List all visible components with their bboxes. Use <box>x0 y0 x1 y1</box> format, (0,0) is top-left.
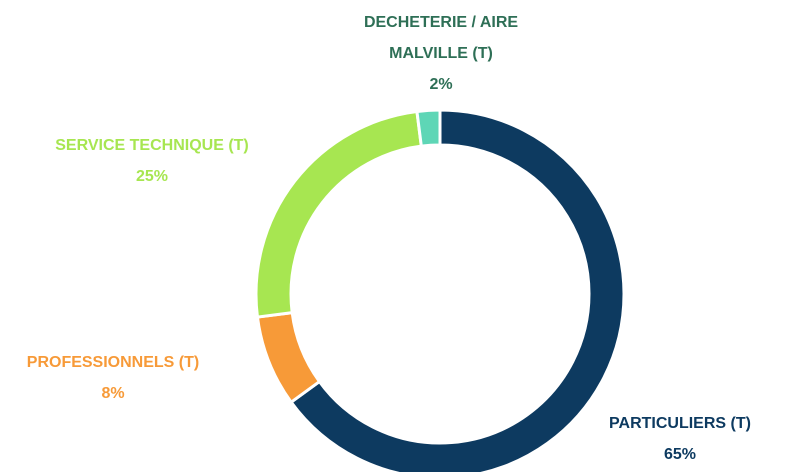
value-label: 65% <box>663 446 697 463</box>
value-label: 8% <box>101 385 125 402</box>
value-label: 2% <box>429 76 453 93</box>
category-name: PROFESSIONNELS (T) <box>26 354 200 371</box>
slice <box>415 108 442 148</box>
slice <box>255 310 322 405</box>
slice <box>289 108 626 472</box>
category-name: DECHETERIE / AIRE MALVILLE (T) <box>363 14 519 62</box>
slice-label: DECHETERIE / AIRE MALVILLE (T) 2% <box>331 7 551 100</box>
category-name: PARTICULIERS (T) <box>609 415 751 432</box>
slice-label: PROFESSIONNELS (T) 8% <box>3 347 223 409</box>
category-name: SERVICE TECHNIQUE (T) <box>55 137 249 154</box>
value-label: 25% <box>135 168 169 185</box>
slice-label: PARTICULIERS (T) 65% <box>575 408 785 470</box>
slice <box>254 109 424 319</box>
slice-label: SERVICE TECHNIQUE (T) 25% <box>42 130 262 192</box>
